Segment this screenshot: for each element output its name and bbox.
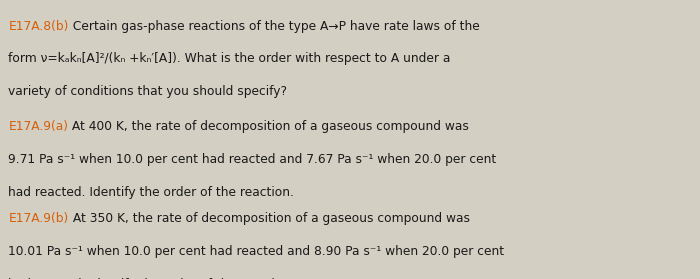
Text: form ν=kₐkₙ[A]²/(kₙ +kₙ′[A]). What is the order with respect to A under a: form ν=kₐkₙ[A]²/(kₙ +kₙ′[A]). What is th…: [8, 52, 451, 66]
Text: 10.01 Pa s⁻¹ when 10.0 per cent had reacted and 8.90 Pa s⁻¹ when 20.0 per cent: 10.01 Pa s⁻¹ when 10.0 per cent had reac…: [8, 245, 505, 258]
Text: Certain gas-phase reactions of the type A→P have rate laws of the: Certain gas-phase reactions of the type …: [69, 20, 480, 33]
Text: E17A.8(b): E17A.8(b): [8, 20, 69, 33]
Text: At 350 K, the rate of decomposition of a gaseous compound was: At 350 K, the rate of decomposition of a…: [69, 212, 470, 225]
Text: E17A.9(a): E17A.9(a): [8, 120, 69, 133]
Text: E17A.9(b): E17A.9(b): [8, 212, 69, 225]
Text: At 400 K, the rate of decomposition of a gaseous compound was: At 400 K, the rate of decomposition of a…: [69, 120, 469, 133]
Text: variety of conditions that you should specify?: variety of conditions that you should sp…: [8, 85, 288, 98]
Text: had reacted. Identify the order of the reaction.: had reacted. Identify the order of the r…: [8, 278, 294, 279]
Text: 9.71 Pa s⁻¹ when 10.0 per cent had reacted and 7.67 Pa s⁻¹ when 20.0 per cent: 9.71 Pa s⁻¹ when 10.0 per cent had react…: [8, 153, 497, 166]
Text: had reacted. Identify the order of the reaction.: had reacted. Identify the order of the r…: [8, 186, 294, 199]
